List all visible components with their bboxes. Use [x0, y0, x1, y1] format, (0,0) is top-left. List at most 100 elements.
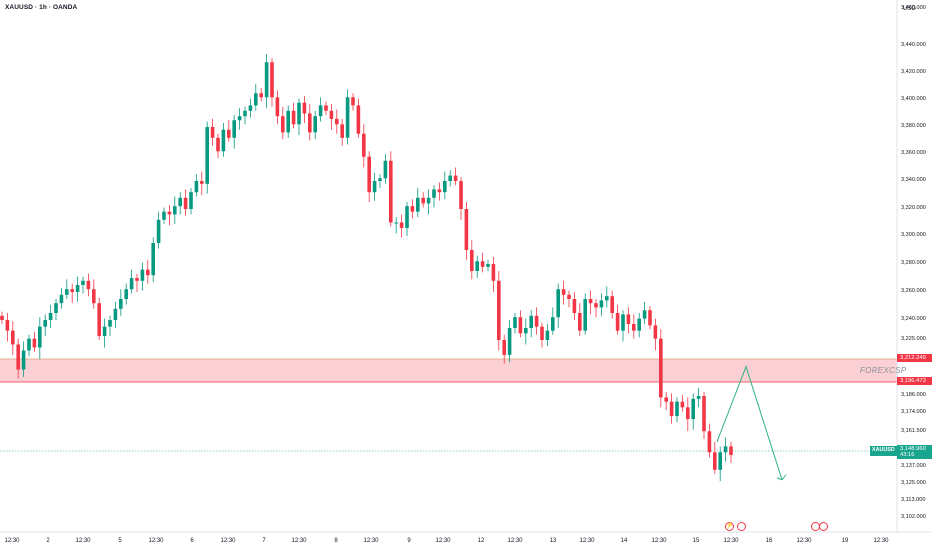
time-tick-label: 12:30: [291, 538, 307, 544]
candle-body: [653, 325, 658, 339]
candlestick-series: [0, 54, 733, 482]
candle-body: [416, 197, 420, 212]
watermark: FOREXCSP: [860, 366, 907, 375]
time-tick-label: 9: [407, 538, 411, 544]
time-tick-label: 12:30: [873, 538, 889, 544]
candle-body: [59, 294, 64, 304]
price-tick-label: 3,161.500: [901, 428, 926, 434]
candle-body: [86, 280, 91, 290]
price-tick-label: 3,225.000: [901, 336, 926, 342]
candle-body: [281, 116, 285, 133]
candle-body: [551, 317, 555, 331]
time-tick-label: 7: [262, 538, 266, 544]
candle-body: [97, 303, 101, 336]
candle-body: [702, 396, 706, 432]
time-tick-label: 14: [620, 538, 628, 544]
candle-body: [102, 326, 107, 336]
news-event-icon[interactable]: ⚡: [725, 522, 734, 531]
time-tick-label: 6: [190, 538, 194, 544]
price-tick-label: 3,400.000: [901, 96, 926, 102]
candle-body: [5, 320, 10, 331]
candle-body: [540, 326, 544, 340]
candle-body: [167, 211, 172, 215]
candle-body: [594, 303, 598, 308]
candle-body: [599, 300, 604, 308]
candle-body: [610, 296, 614, 313]
us-flag-event-icon[interactable]: [737, 522, 746, 531]
candle-body: [81, 280, 85, 285]
candle-body: [459, 181, 463, 209]
candle-body: [259, 93, 263, 98]
candle-body: [437, 189, 442, 193]
candle-body: [718, 452, 722, 470]
candle-body: [308, 113, 312, 133]
candle-body: [351, 97, 355, 106]
candle-body: [561, 289, 566, 295]
candle-body: [405, 206, 409, 228]
candle-body: [297, 102, 301, 125]
candle-body: [32, 338, 37, 348]
candle-body: [108, 320, 112, 327]
time-tick-label: 12:30: [4, 538, 20, 544]
candle-body: [119, 299, 123, 309]
candle-body: [556, 289, 560, 318]
candle-body: [54, 303, 58, 313]
price-tick-label: 3,186.000: [901, 392, 926, 398]
price-tick-label: 3,340.000: [901, 177, 926, 183]
candle-body: [162, 211, 166, 220]
candle-body: [243, 110, 247, 117]
price-tick-label: 3,260.000: [901, 288, 926, 294]
candle-body: [16, 344, 20, 370]
candle-body: [545, 330, 550, 340]
candle-body: [221, 129, 226, 152]
candle-body: [642, 310, 647, 319]
candle-body: [75, 285, 80, 292]
time-tick-label: 12:30: [507, 538, 523, 544]
candle-body: [696, 396, 701, 399]
price-tick-label: 3,113.000: [901, 497, 926, 503]
candle-body: [572, 299, 577, 313]
zone-top-price-tag: 3,212.249: [897, 354, 932, 362]
candle-body: [615, 313, 620, 331]
price-tick-label: 3,240.000: [901, 316, 926, 322]
us-flag-event-icon[interactable]: [819, 522, 828, 531]
candle-body: [691, 398, 695, 420]
candle-body: [524, 328, 528, 334]
candle-body: [502, 340, 506, 355]
candle-body: [210, 127, 215, 138]
candle-body: [383, 160, 388, 179]
candle-body: [632, 324, 636, 331]
candle-body: [432, 189, 436, 198]
candle-body: [583, 299, 587, 331]
time-tick-label: 12:30: [651, 538, 667, 544]
candle-body: [426, 197, 431, 204]
candle-body: [113, 308, 118, 320]
candle-body: [664, 397, 668, 402]
price-tick-label: 3,380.000: [901, 123, 926, 129]
candle-body: [578, 313, 582, 331]
price-tick-label: 3,125.000: [901, 480, 926, 486]
price-tick-label: 3,360.000: [901, 150, 926, 156]
price-tick-label: 3,300.000: [901, 232, 926, 238]
time-tick-label: 15: [692, 538, 700, 544]
candle-body: [378, 178, 382, 181]
candle-body: [399, 222, 404, 228]
candle-body: [70, 289, 74, 292]
candle-body: [173, 206, 177, 215]
candle-body: [464, 209, 469, 250]
candle-body: [534, 315, 539, 327]
candle-body: [140, 269, 145, 281]
candle-body: [65, 289, 69, 295]
candle-body: [356, 105, 361, 134]
candle-body: [275, 97, 280, 117]
time-tick-label: 8: [334, 538, 338, 544]
candle-body: [156, 219, 161, 243]
candle-body: [723, 446, 728, 453]
time-tick-label: 16: [765, 538, 773, 544]
price-tick-label: 3,440.000: [901, 42, 926, 48]
candle-body: [680, 401, 685, 408]
candle-body: [124, 289, 128, 299]
candle-body: [567, 294, 571, 299]
candle-body: [497, 280, 501, 340]
